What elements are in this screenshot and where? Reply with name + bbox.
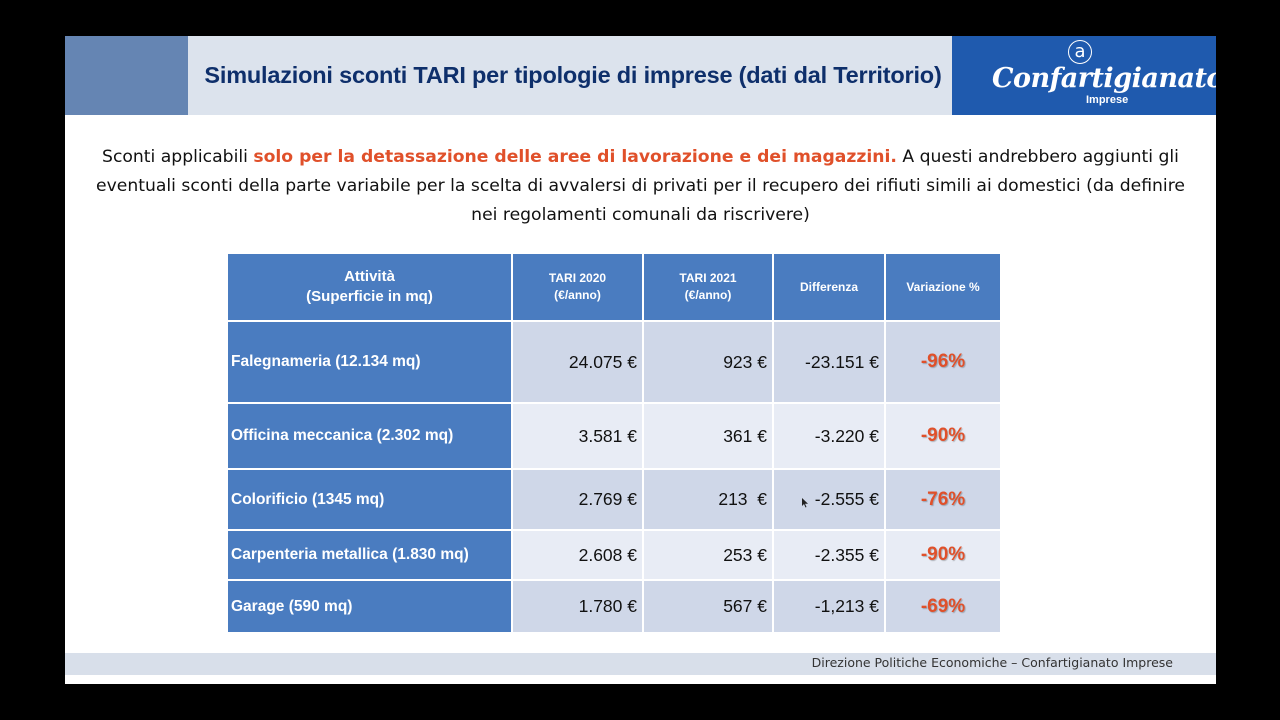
footer-credit: Direzione Politiche Economiche – Confart…	[811, 655, 1173, 670]
at-symbol-icon: a	[1068, 40, 1092, 64]
col-header-variation: Variazione %	[884, 252, 1002, 322]
tari-2020-cell: 24.075 €	[511, 320, 644, 404]
variation-cell: -90%	[884, 529, 1002, 581]
table-row: Falegnameria (12.134 mq) 24.075 € 923 € …	[226, 320, 1002, 404]
difference-cell: -23.151 €	[772, 320, 886, 404]
logo-name: Confartigianato	[992, 63, 1216, 94]
difference-cell: -2.555 €	[772, 468, 886, 531]
tari-2020-cell: 2.608 €	[511, 529, 644, 581]
tari-2021-cell: 567 €	[642, 579, 774, 634]
tari-2021-cell: 253 €	[642, 529, 774, 581]
logo-subtitle: Imprese	[1086, 94, 1129, 106]
slide: Simulazioni sconti TARI per tipologie di…	[65, 36, 1216, 684]
difference-cell: -3.220 €	[772, 402, 886, 470]
intro-prefix: Sconti applicabili	[102, 147, 254, 167]
intro-suffix: A questi andrebbero aggiunti gli eventua…	[96, 147, 1185, 225]
slide-title: Simulazioni sconti TARI per tipologie di…	[204, 62, 942, 88]
activity-cell: Colorificio (1345 mq)	[226, 468, 513, 531]
mouse-pointer-icon	[802, 495, 809, 513]
header-accent-block	[65, 36, 188, 115]
table-header-row: Attività (Superficie in mq) TARI 2020 (€/a…	[226, 252, 1002, 322]
intro-paragraph: Sconti applicabili solo per la detassazi…	[85, 143, 1196, 230]
tari-2020-cell: 2.769 €	[511, 468, 644, 531]
tari-2021-cell: 213 €	[642, 468, 774, 531]
difference-cell: -2.355 €	[772, 529, 886, 581]
variation-cell: -76%	[884, 468, 1002, 531]
tari-2020-cell: 1.780 €	[511, 579, 644, 634]
activity-cell: Falegnameria (12.134 mq)	[226, 320, 513, 404]
activity-cell: Carpenteria metallica (1.830 mq)	[226, 529, 513, 581]
col-header-activity: Attività (Superficie in mq)	[226, 252, 513, 322]
variation-cell: -69%	[884, 579, 1002, 634]
tari-2021-cell: 361 €	[642, 402, 774, 470]
table-row: Carpenteria metallica (1.830 mq) 2.608 €…	[226, 529, 1002, 581]
variation-cell: -90%	[884, 402, 1002, 470]
difference-cell: -1,213 €	[772, 579, 886, 634]
title-band: Simulazioni sconti TARI per tipologie di…	[188, 36, 952, 115]
activity-cell: Garage (590 mq)	[226, 579, 513, 634]
col-header-tari-2021: TARI 2021 (€/anno)	[642, 252, 774, 322]
table-row: Garage (590 mq) 1.780 € 567 € -1,213 € -…	[226, 579, 1002, 634]
variation-cell: -96%	[884, 320, 1002, 404]
col-header-difference: Differenza	[772, 252, 886, 322]
confartigianato-logo: a Confartigianato Imprese	[952, 36, 1216, 115]
table-row: Colorificio (1345 mq) 2.769 € 213 € -2.5…	[226, 468, 1002, 531]
tari-2020-cell: 3.581 €	[511, 402, 644, 470]
col-header-tari-2020: TARI 2020 (€/anno)	[511, 252, 644, 322]
table-row: Officina meccanica (2.302 mq) 3.581 € 36…	[226, 402, 1002, 470]
tari-2021-cell: 923 €	[642, 320, 774, 404]
tari-discount-table: Attività (Superficie in mq) TARI 2020 (€/a…	[226, 252, 1002, 634]
intro-highlight: solo per la detassazione delle aree di l…	[253, 147, 897, 167]
activity-cell: Officina meccanica (2.302 mq)	[226, 402, 513, 470]
footer-band	[65, 653, 1216, 675]
